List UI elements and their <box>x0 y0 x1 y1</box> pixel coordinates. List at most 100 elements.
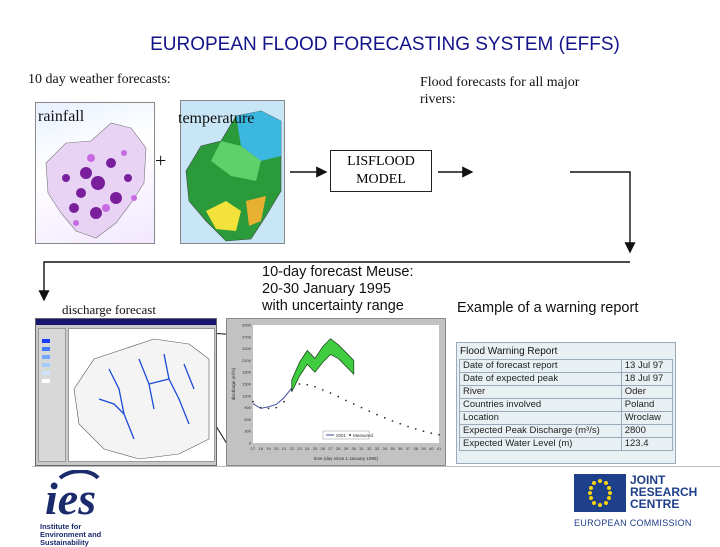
x-tick-label: 21 <box>282 446 287 451</box>
chart-xlabel: time (day since 1 January 1995) <box>314 456 379 461</box>
ies-logo: ies Institute for Environment and Sustai… <box>40 469 160 547</box>
measured-point <box>267 407 270 410</box>
x-tick-label: 32 <box>367 446 372 451</box>
warning-report: Flood Warning Report Date of forecast re… <box>456 342 676 464</box>
measured-point <box>345 399 347 402</box>
eu-flag-icon <box>574 474 626 512</box>
flood-heading-line2: rivers: <box>420 92 456 107</box>
flood-heading-line1: Flood forecasts for all major <box>420 75 580 90</box>
report-row: Date of expected peak 18 Jul 97 <box>459 372 674 386</box>
discharge-label: discharge forecast <box>62 302 156 317</box>
x-tick-label: 23 <box>297 446 302 451</box>
y-tick-label: 600 <box>244 417 251 422</box>
measured-point <box>252 400 254 403</box>
report-row: Expected Water Level (m) 123.4 <box>459 437 674 451</box>
side-panel-legend <box>42 339 50 383</box>
measured-point <box>414 427 417 430</box>
x-tick-label: 17 <box>251 446 256 451</box>
eu-stars <box>588 479 612 507</box>
report-row-label: Countries involved <box>459 398 622 412</box>
x-tick-label: 22 <box>290 446 295 451</box>
model-line1: LISFLOOD <box>347 154 415 169</box>
page-title: EUROPEAN FLOOD FORECASTING SYSTEM (EFFS) <box>150 34 620 55</box>
model-line2: MODEL <box>356 172 406 187</box>
rainfall-map-graphic <box>45 122 147 239</box>
meuse-chart: 0 300 600 900 1200 1500 1800 2100 2400 2700 3000 1… <box>231 323 442 462</box>
measured-point <box>383 416 386 419</box>
report-row-label: River <box>459 385 622 399</box>
report-row-label: Expected Peak Discharge (m³/s) <box>459 424 622 438</box>
x-tick-label: 31 <box>359 446 364 451</box>
x-tick-label: 29 <box>344 446 349 451</box>
x-tick-label: 20 <box>274 446 279 451</box>
x-tick-label: 37 <box>406 446 411 451</box>
ies-logo-text: ies <box>45 473 96 520</box>
report-row: Date of forecast report 13 Jul 97 <box>459 359 674 373</box>
x-tick-label: 40 <box>429 446 434 451</box>
x-tick-label: 34 <box>383 446 388 451</box>
temperature-label: temperature <box>178 110 255 127</box>
x-tick-label: 41 <box>437 446 442 451</box>
window-titlebar <box>36 319 216 325</box>
measured-point <box>283 400 285 403</box>
meuse-heading: 10-day forecast Meuse: 20-30 January 199… <box>262 264 414 315</box>
y-tick-label: 900 <box>244 405 251 410</box>
chart-legend <box>322 430 370 440</box>
y-tick-label: 2400 <box>242 346 252 351</box>
report-title: Flood Warning Report <box>460 346 558 357</box>
report-row: River Oder <box>459 385 674 399</box>
y-tick-label: 1200 <box>242 393 252 398</box>
measured-point <box>337 395 340 398</box>
measured-point <box>329 392 332 394</box>
measured-point <box>391 420 394 422</box>
x-tick-label: 18 <box>259 446 264 451</box>
report-row-value: 123.4 <box>620 437 674 451</box>
x-tick-label: 33 <box>375 446 380 451</box>
x-tick-label: 26 <box>321 446 326 451</box>
measured-point <box>321 389 324 391</box>
report-row: Expected Peak Discharge (m³/s) 2800 <box>459 424 674 438</box>
x-tick-label: 19 <box>266 446 271 451</box>
x-tick-label: 27 <box>328 446 333 451</box>
rainfall-label: rainfall <box>38 108 85 125</box>
meuse-line3: with uncertainty range <box>262 298 404 314</box>
x-tick-label: 36 <box>398 446 403 451</box>
x-tick-label: 28 <box>336 446 341 451</box>
measured-point <box>290 389 293 391</box>
meuse-line1: 10-day forecast Meuse: <box>262 264 414 280</box>
arrow-back-to-discharge <box>38 261 630 302</box>
y-tick-label: 0 <box>249 441 252 446</box>
river-network-map <box>73 338 210 460</box>
legend-2001: 2001 <box>336 433 347 438</box>
report-row-value: Oder <box>620 385 674 399</box>
report-row-label: Date of forecast report <box>459 359 622 373</box>
y-tick-label: 2100 <box>242 358 252 363</box>
ies-caption: Institute for Environment and Sustainabi… <box>40 523 160 547</box>
x-tick-label: 35 <box>390 446 395 451</box>
x-tick-label: 39 <box>421 446 426 451</box>
report-row-label: Location <box>459 411 622 425</box>
report-row-label: Date of expected peak <box>459 372 622 386</box>
discharge-software-window <box>35 318 217 466</box>
measured-point <box>360 406 363 409</box>
measured-point <box>275 406 278 409</box>
y-tick-label: 1500 <box>242 382 252 387</box>
ies-line2: Environment and <box>40 530 102 539</box>
meuse-chart-panel: 0 300 600 900 1200 1500 1800 2100 2400 2700 3000 1… <box>226 318 446 466</box>
window-map-area <box>68 328 215 462</box>
legend-measured-swatch <box>349 434 351 436</box>
plus-sign: + <box>155 150 167 172</box>
legend-measured: Measured <box>353 433 374 438</box>
arrow-down-right <box>570 171 636 254</box>
y-tick-label: 300 <box>244 429 251 434</box>
y-tick-label: 2700 <box>242 334 252 339</box>
jrc-logo: JOINT RESEARCH CENTRE EUROPEAN COMMISSIO… <box>574 474 714 532</box>
measured-point <box>314 385 316 388</box>
report-row-value: Wroclaw <box>620 411 674 425</box>
measured-point <box>298 383 301 385</box>
series-2001-line <box>252 387 293 409</box>
report-row-value: 13 Jul 97 <box>620 359 674 373</box>
meuse-line2: 20-30 January 1995 <box>262 281 391 297</box>
measured-point <box>368 410 371 413</box>
measured-point <box>422 430 425 433</box>
